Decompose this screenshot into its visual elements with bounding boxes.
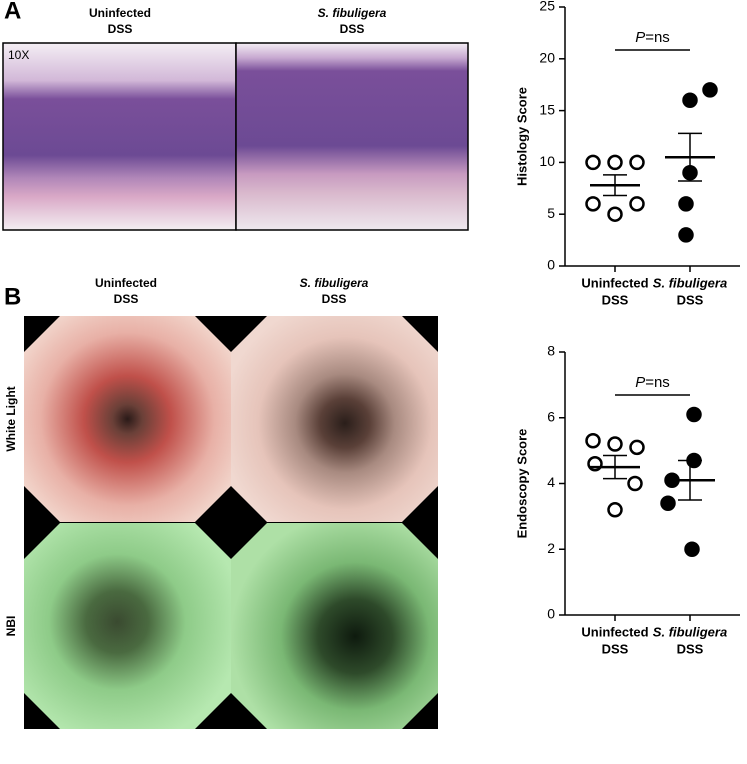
data-point (607, 206, 623, 222)
significance-symbol: P (635, 374, 645, 391)
y-tick-label: 10 (539, 153, 555, 169)
y-tick-label: 2 (547, 540, 555, 556)
data-point (678, 196, 694, 212)
column-label: DSS (108, 22, 133, 36)
data-point (702, 82, 718, 98)
significance-label: P=ns (635, 29, 670, 46)
data-point (607, 502, 623, 518)
data-point (629, 154, 645, 171)
data-point (629, 439, 645, 456)
y-tick-label: 6 (547, 408, 555, 424)
panel-label: B (4, 283, 21, 310)
row-label: White Light (4, 386, 18, 451)
panel-label: A (4, 0, 21, 24)
data-point (684, 541, 700, 557)
x-tick-label: S. fibuligera (653, 275, 727, 290)
x-tick-sublabel: DSS (602, 292, 629, 307)
column-label: S. fibuligera (318, 6, 387, 20)
y-tick-label: 0 (547, 257, 555, 273)
data-point (585, 196, 601, 212)
x-tick-sublabel: DSS (602, 641, 629, 656)
y-axis-label: Endoscopy Score (514, 429, 529, 539)
magnification-label: 10X (8, 48, 29, 62)
data-point (629, 196, 645, 212)
endoscopy-image (24, 316, 231, 522)
histology-image (235, 42, 469, 231)
x-tick-sublabel: DSS (677, 292, 704, 307)
column-label: S. fibuligera (300, 276, 369, 290)
data-point (627, 475, 643, 492)
data-point (660, 495, 676, 511)
x-tick-sublabel: DSS (677, 641, 704, 656)
endoscopy-image (231, 523, 438, 729)
significance-text: =ns (645, 29, 670, 46)
x-tick-label: S. fibuligera (653, 624, 727, 639)
column-label: DSS (340, 22, 365, 36)
endoscopy-image (231, 316, 438, 522)
y-tick-label: 4 (547, 474, 555, 490)
y-tick-label: 25 (539, 0, 555, 14)
y-tick-label: 0 (547, 606, 555, 622)
endoscopy-image (24, 523, 231, 729)
significance-symbol: P (635, 29, 645, 46)
significance-label: P=ns (635, 374, 670, 391)
row-label: NBI (4, 616, 18, 637)
data-point (587, 456, 603, 472)
y-tick-label: 20 (539, 50, 555, 66)
data-point (585, 433, 601, 449)
column-label: DSS (114, 292, 139, 306)
data-point (678, 227, 694, 243)
column-label: Uninfected (89, 6, 151, 20)
data-point (585, 154, 601, 171)
x-tick-label: Uninfected (581, 624, 648, 639)
significance-text: =ns (645, 374, 670, 391)
histology-image (2, 42, 237, 231)
data-point (607, 436, 623, 452)
data-point (682, 92, 698, 108)
y-tick-label: 15 (539, 101, 555, 117)
data-point (607, 154, 623, 171)
y-tick-label: 8 (547, 343, 555, 359)
y-tick-label: 5 (547, 205, 555, 221)
y-axis-label: Histology Score (514, 87, 529, 186)
column-label: Uninfected (95, 276, 157, 290)
x-tick-label: Uninfected (581, 275, 648, 290)
column-label: DSS (322, 292, 347, 306)
data-point (686, 406, 702, 423)
